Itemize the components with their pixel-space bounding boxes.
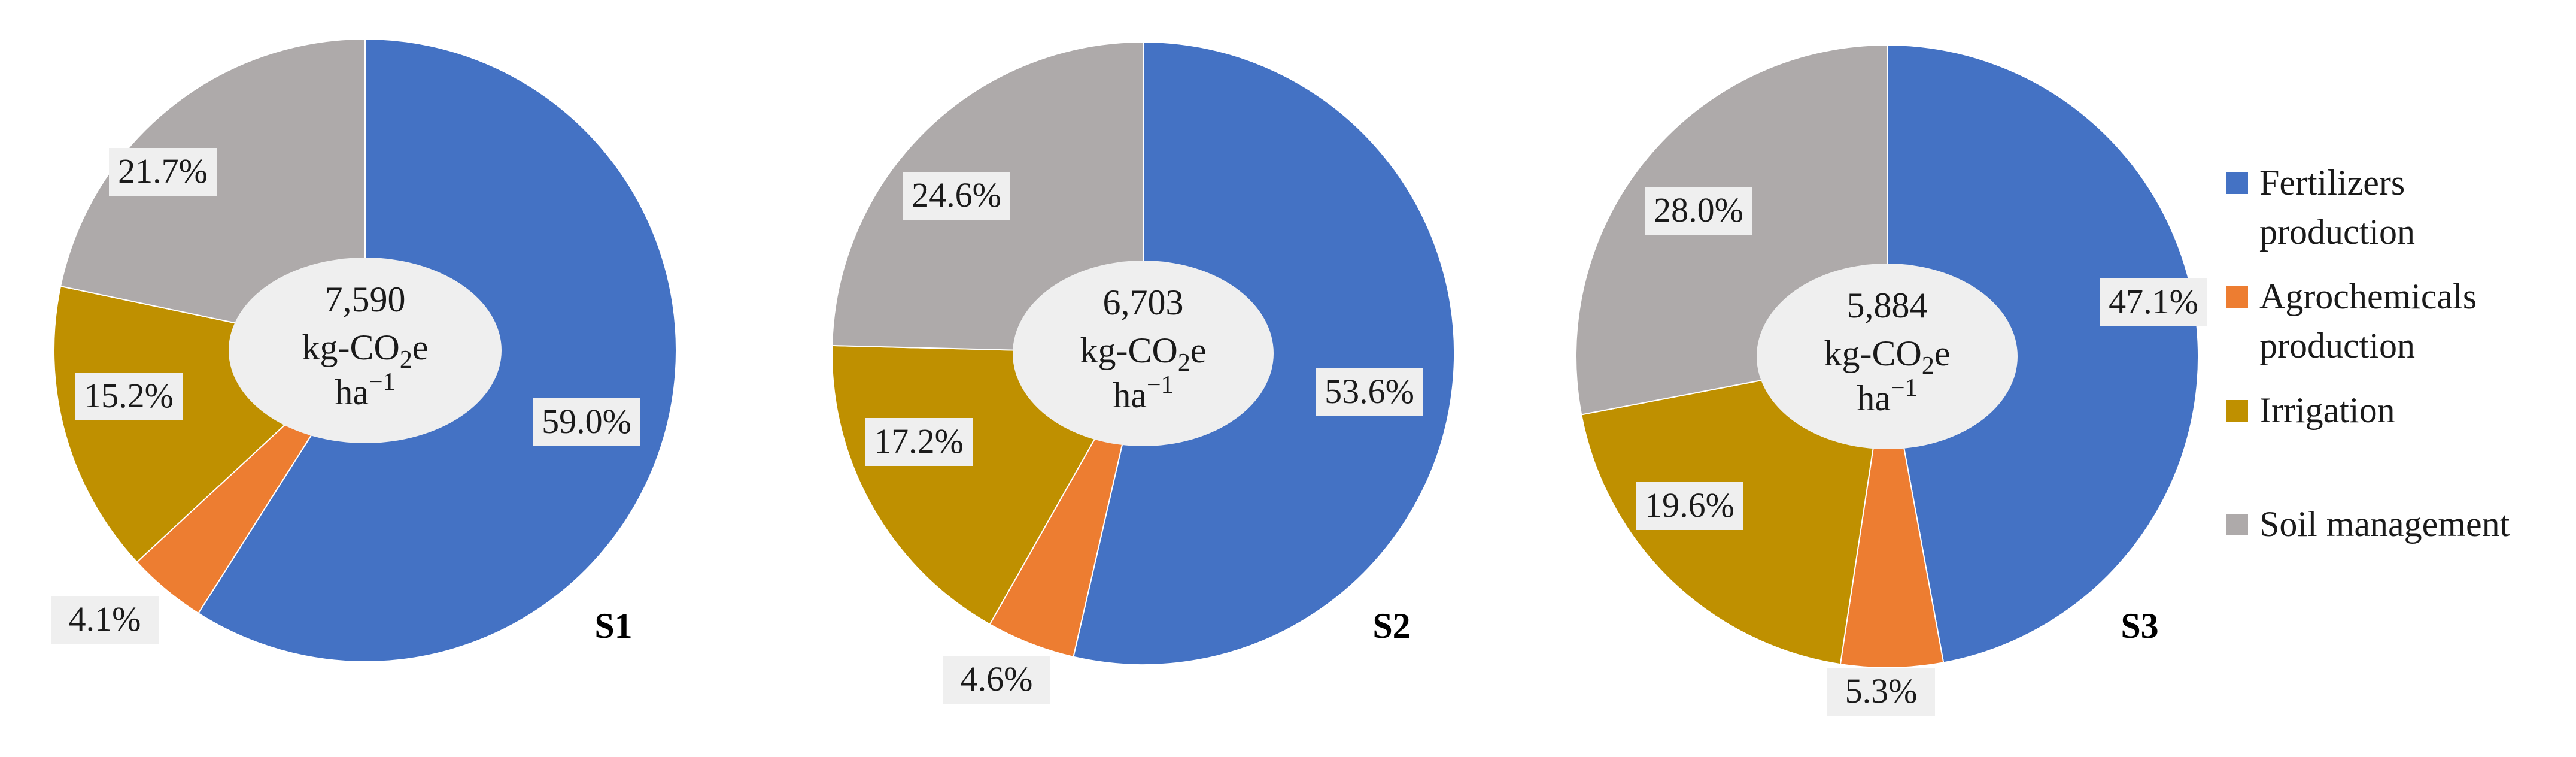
center-hole xyxy=(1013,261,1274,446)
center-hole xyxy=(1757,264,2018,449)
center-unit-line1: kg-CO2e xyxy=(1080,331,1207,377)
svg-text:59.0%: 59.0% xyxy=(542,402,631,441)
center-unit-line2: ha−1 xyxy=(1857,374,1917,418)
center-unit-line2: ha−1 xyxy=(335,368,395,412)
scenario-label: S3 xyxy=(2121,606,2158,646)
data-label-soil: 24.6% xyxy=(903,172,1010,220)
center-total-value: 7,590 xyxy=(325,280,406,319)
svg-text:4.1%: 4.1% xyxy=(69,599,141,638)
legend-item-fertilizers: Fertilizers production xyxy=(2226,163,2415,252)
data-label-agrochemicals: 4.6% xyxy=(943,656,1050,704)
center-hole xyxy=(229,258,502,443)
legend-label: Fertilizers xyxy=(2259,163,2405,202)
svg-text:47.1%: 47.1% xyxy=(2109,282,2198,321)
svg-text:17.2%: 17.2% xyxy=(874,422,964,461)
center-unit-line1: kg-CO2e xyxy=(1824,334,1951,380)
legend-swatch xyxy=(2226,400,2248,422)
svg-text:5.3%: 5.3% xyxy=(1845,671,1918,710)
data-label-soil: 21.7% xyxy=(109,148,217,196)
center-total-value: 6,703 xyxy=(1103,283,1184,322)
svg-text:21.7%: 21.7% xyxy=(118,152,208,190)
data-label-irrigation: 17.2% xyxy=(865,418,973,466)
legend-item-irrigation: Irrigation xyxy=(2226,390,2395,430)
legend-label: Irrigation xyxy=(2259,390,2395,430)
slice-fertilizers xyxy=(1887,44,2199,664)
data-label-irrigation: 15.2% xyxy=(75,373,183,420)
data-label-fertilizers: 47.1% xyxy=(2100,278,2207,326)
svg-text:4.6%: 4.6% xyxy=(961,659,1033,698)
data-label-irrigation: 19.6% xyxy=(1636,482,1743,530)
legend-item-agrochemicals: Agrochemicals production xyxy=(2226,277,2477,365)
data-label-agrochemicals: 5.3% xyxy=(1827,668,1935,716)
legend-label: Soil management xyxy=(2259,504,2510,544)
data-label-fertilizers: 53.6% xyxy=(1316,368,1423,416)
svg-text:53.6%: 53.6% xyxy=(1325,372,1414,411)
data-label-soil: 28.0% xyxy=(1645,187,1752,235)
scenario-label: S1 xyxy=(594,606,632,646)
center-unit-line2: ha−1 xyxy=(1113,371,1173,415)
legend-item-soil: Soil management xyxy=(2226,504,2510,544)
legend-swatch xyxy=(2226,514,2248,535)
legend-label: Agrochemicals xyxy=(2259,277,2477,316)
data-label-agrochemicals: 4.1% xyxy=(51,596,159,644)
scenario-label: S2 xyxy=(1372,606,1410,646)
center-total-value: 5,884 xyxy=(1847,286,1928,325)
legend-swatch xyxy=(2226,172,2248,194)
slice-agrochemicals xyxy=(1839,356,1945,668)
legend-label: production xyxy=(2259,212,2415,252)
svg-text:28.0%: 28.0% xyxy=(1654,190,1743,229)
svg-text:19.6%: 19.6% xyxy=(1645,486,1734,525)
svg-text:15.2%: 15.2% xyxy=(84,376,174,415)
legend-label: production xyxy=(2259,326,2415,365)
svg-text:24.6%: 24.6% xyxy=(912,175,1001,214)
data-label-fertilizers: 59.0% xyxy=(533,398,640,446)
legend-swatch xyxy=(2226,286,2248,308)
center-unit-line1: kg-CO2e xyxy=(302,328,429,374)
legend: Fertilizers production Agrochemicals produc… xyxy=(2226,163,2510,544)
